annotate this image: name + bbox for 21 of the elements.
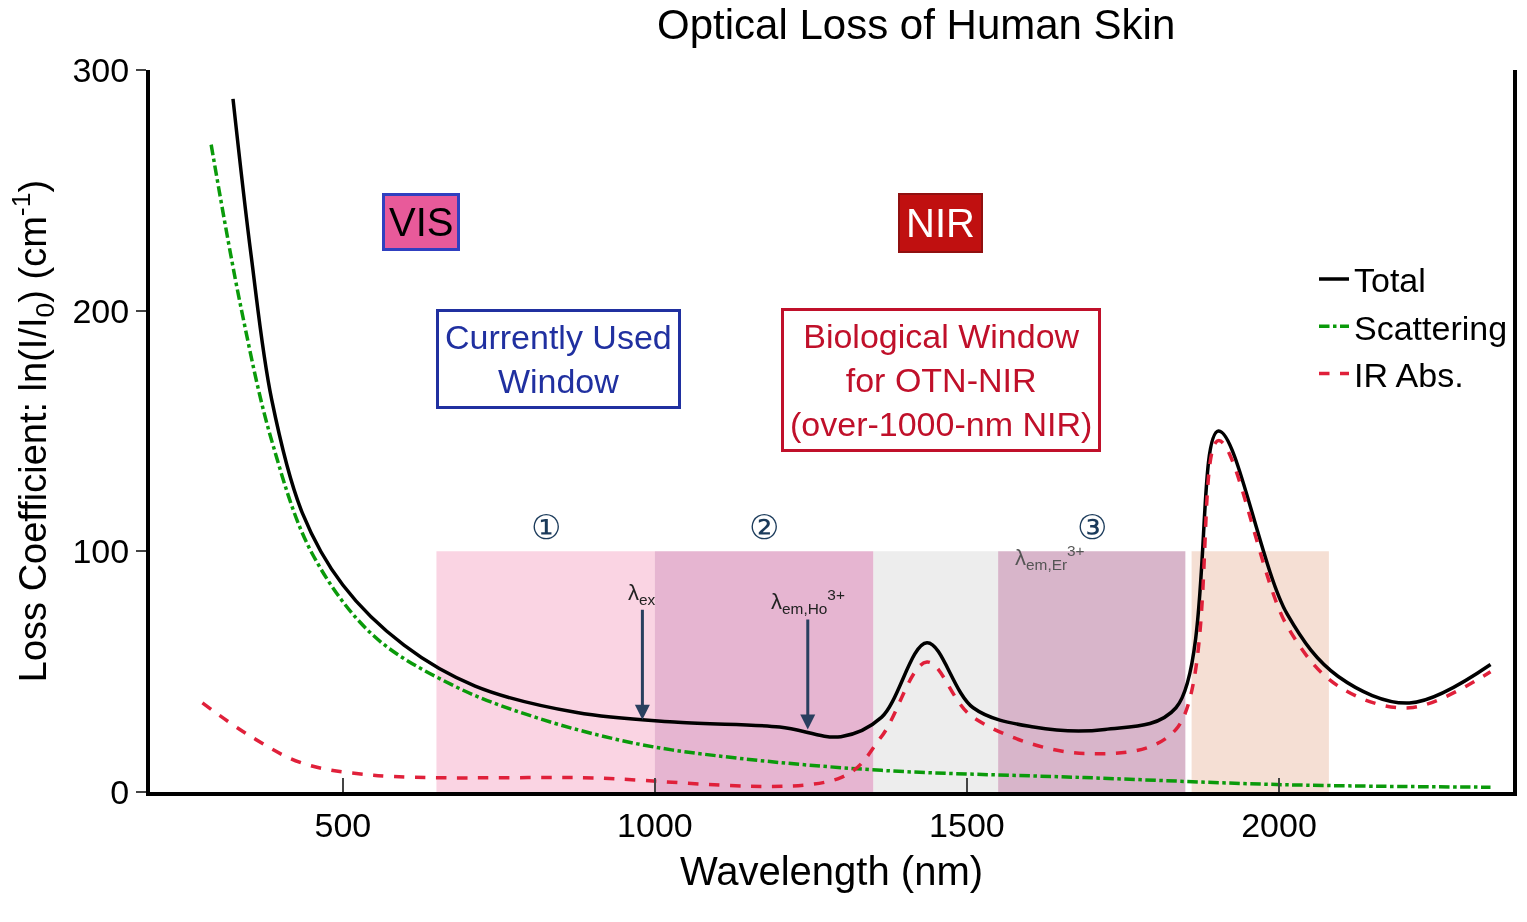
annotation: VIS — [389, 200, 454, 244]
band-label: ③ — [1077, 508, 1107, 546]
annotation: NIR — [906, 201, 975, 245]
y-tick-label: 0 — [110, 772, 130, 811]
x-tick-label: 500 — [314, 805, 372, 844]
y-tick-label: 300 — [72, 50, 130, 89]
chart-title: Optical Loss of Human Skin — [657, 0, 1176, 48]
annotation: λ$_{ex}$ — [628, 580, 656, 608]
legend-label: IR Abs. — [1354, 355, 1464, 394]
annotation: Currently Used Window — [445, 318, 672, 401]
legend-label: Scattering — [1354, 308, 1508, 347]
annotation: Biological Window for OTN-NIR (over-1000-nm NIR) — [790, 317, 1093, 444]
x-tick-label: 2000 — [1241, 805, 1317, 844]
legend-label: Total — [1354, 261, 1426, 300]
x-tick-label: 1500 — [929, 805, 1005, 844]
band-label: ② — [749, 508, 779, 546]
band-label: ① — [531, 508, 561, 546]
x-axis-title: Wavelength (nm) — [679, 848, 984, 893]
y-tick-label: 100 — [72, 532, 130, 571]
y-tick-label: 200 — [72, 291, 130, 330]
x-tick-label: 1000 — [617, 805, 693, 844]
